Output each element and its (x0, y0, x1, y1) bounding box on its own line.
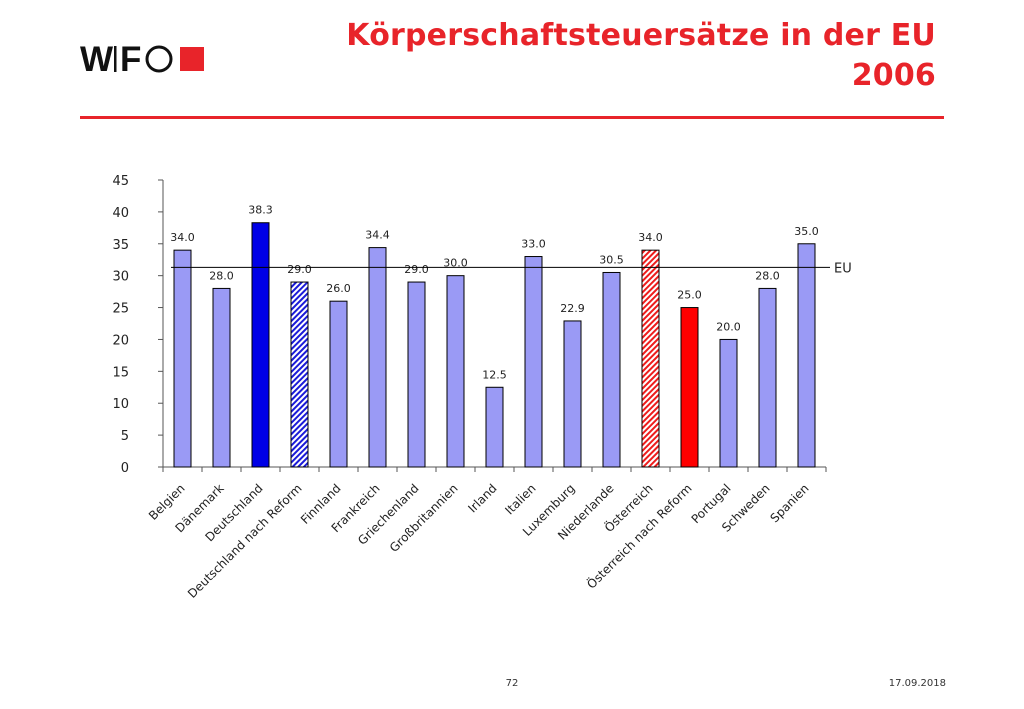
x-tick-label: Großbritannien (387, 481, 461, 555)
x-tick-label: Spanien (767, 481, 811, 525)
title-line-2: 2006 (851, 58, 936, 93)
data-label: 29.0 (404, 263, 429, 276)
data-label: 34.0 (638, 231, 663, 244)
data-label: 28.0 (755, 269, 780, 282)
data-label: 34.4 (365, 229, 390, 242)
bar-großbritannien (446, 275, 465, 468)
y-tick-label: 25 (112, 302, 129, 317)
bar-luxemburg (563, 320, 582, 468)
data-label: 38.3 (248, 204, 273, 217)
data-label: 30.0 (443, 257, 468, 270)
x-tick-label: Irland (465, 481, 499, 515)
bar-österreich-nach-reform (680, 307, 699, 468)
y-tick-label: 20 (112, 333, 129, 348)
bar-frankreich (368, 247, 387, 468)
data-label: 30.5 (599, 253, 624, 266)
bar-finnland (329, 300, 348, 468)
data-label: 35.0 (794, 225, 819, 238)
y-tick-label: 45 (112, 174, 129, 189)
wifo-logo: W F (80, 40, 204, 76)
data-label: 34.0 (170, 231, 195, 244)
bar-spanien (797, 243, 816, 468)
data-label: 26.0 (326, 282, 351, 295)
data-label: 28.0 (209, 269, 234, 282)
page-number: 72 (505, 678, 519, 689)
data-label: 25.0 (677, 289, 702, 302)
y-tick-label: 40 (112, 206, 129, 221)
data-label: 22.9 (560, 302, 585, 315)
bar-italien (524, 256, 543, 468)
y-tick-label: 0 (121, 461, 129, 476)
eu-reference-label: EU (834, 261, 852, 276)
y-tick-label: 5 (121, 429, 129, 444)
bar-irland (485, 386, 504, 468)
bar-dänemark (212, 287, 231, 468)
x-tick-label: Italien (502, 481, 538, 517)
data-label: 12.5 (482, 368, 507, 381)
data-label: 20.0 (716, 320, 741, 333)
svg-text:F: F (120, 40, 141, 76)
page-title: Körperschaftsteuersätze in der EU 2006 (346, 16, 936, 96)
slide-date: 17.09.2018 (888, 678, 946, 689)
data-label: 29.0 (287, 263, 312, 276)
bar-belgien (173, 249, 192, 468)
bar-deutschland (251, 222, 270, 468)
svg-text:W: W (80, 40, 113, 76)
bar-griechenland (407, 281, 426, 468)
y-tick-label: 35 (112, 238, 129, 253)
bar-niederlande (602, 271, 621, 468)
bar-schweden (758, 287, 777, 468)
y-tick-label: 30 (112, 270, 129, 285)
title-divider (80, 116, 944, 119)
y-tick-label: 15 (112, 365, 129, 380)
bar-deutschland-nach-reform (290, 281, 309, 468)
data-label: 33.0 (521, 238, 546, 251)
bar-österreich (641, 249, 660, 468)
bar-portugal (719, 338, 738, 468)
y-tick-label: 10 (112, 397, 129, 412)
title-line-1: Körperschaftsteuersätze in der EU (346, 18, 936, 53)
